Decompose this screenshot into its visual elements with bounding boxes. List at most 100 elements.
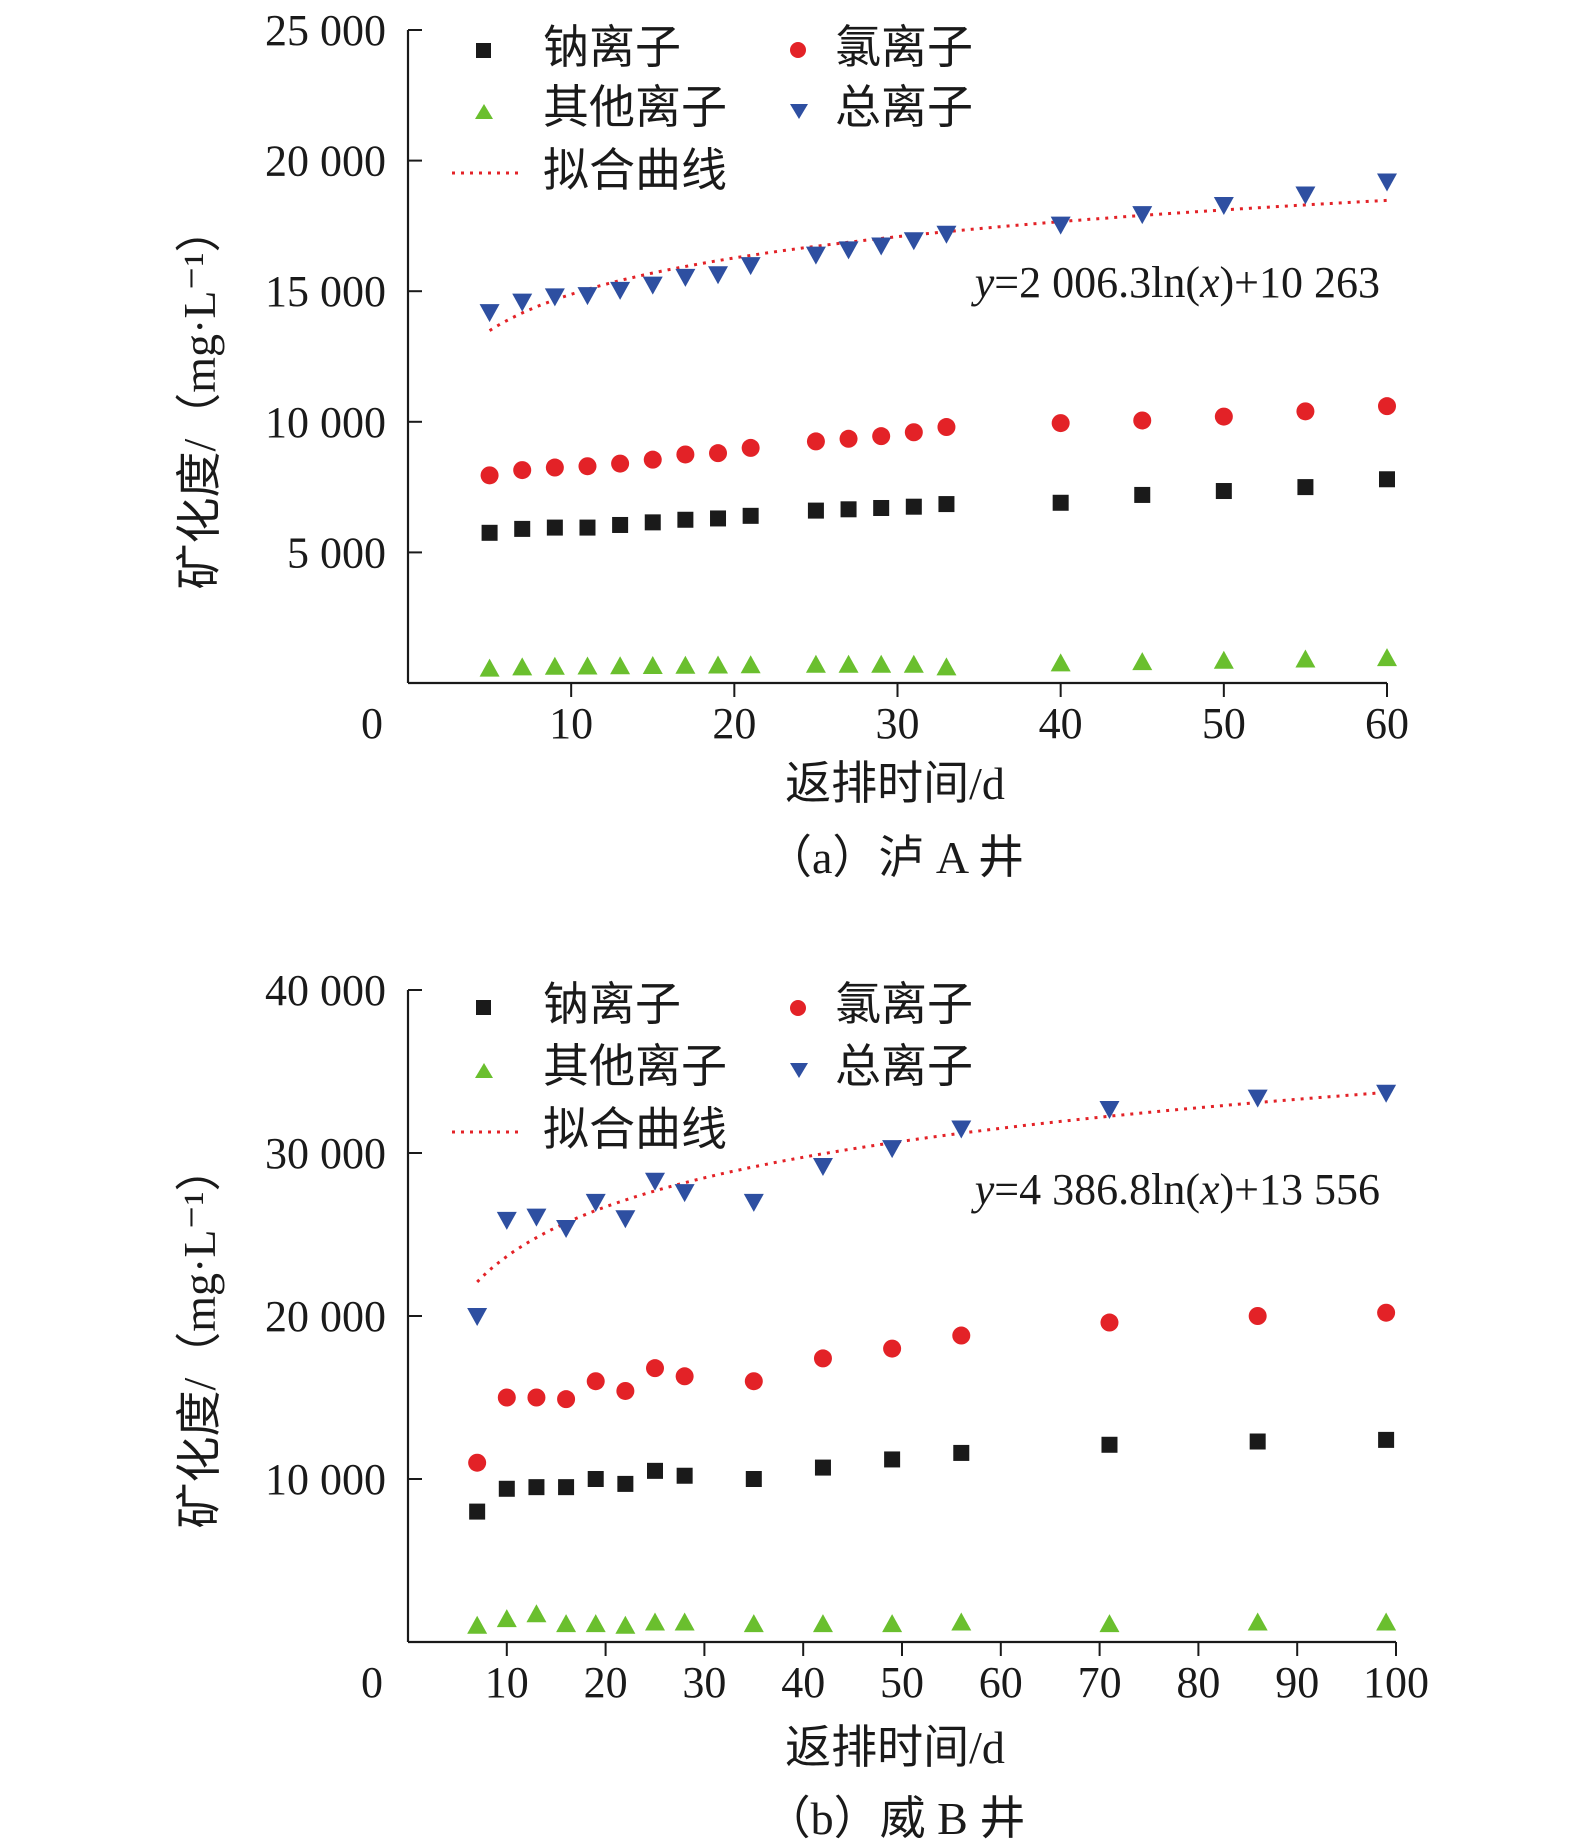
panel-b-point-cl	[883, 1339, 902, 1358]
legend-total-marker	[790, 1063, 808, 1078]
panel-b-point-other	[556, 1614, 577, 1633]
panel-a-point-cl	[937, 418, 956, 437]
panel-a-point-total	[642, 276, 663, 295]
panel-a-point-cl	[741, 438, 760, 457]
panel-b-point-cl	[468, 1453, 487, 1472]
panel-b-point-na	[814, 1459, 831, 1476]
panel-a-point-cl	[1133, 411, 1152, 430]
panel-a-point-other	[577, 656, 598, 675]
panel-a-point-cl	[513, 461, 532, 480]
panel-a-point-na	[905, 498, 922, 515]
panel-b-x-tick-label: 40	[781, 1658, 825, 1707]
panel-a-point-other	[512, 657, 533, 676]
panel-b-point-total	[645, 1172, 665, 1191]
panel-a-point-na	[840, 501, 857, 518]
panel-a-x-tick-label: 0	[361, 699, 383, 748]
panel-a-y-tick-label: 15 000	[265, 267, 386, 316]
panel-b-point-total	[674, 1184, 695, 1203]
panel-a-point-total	[675, 268, 696, 287]
panel-a-point-other	[1132, 652, 1153, 671]
panel-b-point-total	[1247, 1089, 1268, 1108]
panel-a-point-total	[805, 246, 826, 265]
panel-a-equation: y=2 006.3ln(x)+10 263	[971, 258, 1380, 307]
panel-b-point-total	[812, 1158, 833, 1177]
panel-a-point-na	[807, 502, 824, 519]
panel-b-y-tick-label: 10 000	[265, 1455, 386, 1504]
panel-a-point-total	[577, 287, 598, 306]
panel-b-point-total	[743, 1193, 764, 1212]
panel-a-point-other	[838, 654, 859, 673]
panel-b-point-total	[1099, 1100, 1120, 1119]
legend-cl-marker	[790, 42, 806, 58]
panel-a-point-other	[936, 657, 957, 676]
panel-b-points	[467, 1084, 1397, 1634]
panel-a-point-na	[579, 519, 596, 536]
panel-a-point-cl	[709, 444, 728, 463]
panel-b-point-other	[585, 1614, 606, 1633]
panel-b-point-cl	[616, 1381, 635, 1400]
panel-b-equation-rest2: )+13 556	[1220, 1165, 1380, 1214]
panel-a-x-tick-label: 20	[712, 699, 756, 748]
panel-b-point-na	[469, 1503, 486, 1520]
panel-a-point-na	[1052, 494, 1069, 511]
panel-b-axes: 0 10 20 30 40 50 60 70 80 90 100 10 000 20 000 30 000…	[265, 966, 1429, 1707]
panel-a-point-total	[544, 288, 565, 307]
panel-b-point-cl	[1100, 1313, 1119, 1332]
panel-b-point-cl	[557, 1390, 576, 1409]
panel-a-point-na	[1134, 486, 1151, 503]
panel-b-x-tick-label: 70	[1078, 1658, 1122, 1707]
panel-b-point-na	[558, 1479, 575, 1496]
panel-a-points	[479, 173, 1397, 677]
panel-b-x-tick-label: 90	[1275, 1658, 1319, 1707]
panel-a-point-cl	[643, 450, 662, 469]
panel-b-point-cl	[497, 1388, 516, 1407]
legend-na-marker	[476, 43, 491, 58]
panel-a-point-other	[610, 656, 631, 675]
panel-a-point-other	[740, 655, 761, 674]
legend-cl-marker	[790, 1000, 806, 1016]
panel-a-point-cl	[872, 427, 891, 446]
legend-total-label: 总离子	[835, 1041, 973, 1092]
panel-b-y-tick-label: 40 000	[265, 966, 386, 1015]
panel-b-point-cl	[586, 1372, 605, 1391]
panel-b-point-other	[882, 1614, 903, 1633]
legend-total-label: 总离子	[835, 82, 973, 133]
panel-a-point-other	[675, 655, 696, 674]
panel-b-point-na	[953, 1444, 970, 1461]
panel-b-point-cl	[646, 1359, 664, 1378]
panel-b-point-na	[498, 1480, 515, 1497]
panel-b-point-na	[647, 1462, 663, 1479]
panel-b-x-tick-label: 10	[485, 1658, 529, 1707]
panel-a-point-na	[481, 524, 498, 541]
panel-a-point-total	[708, 266, 729, 285]
panel-b: 0 10 20 30 40 50 60 70 80 90 100 10 000 20 000 30 000…	[174, 966, 1429, 1844]
panel-a-caption: （a）泸 A 井	[766, 832, 1024, 883]
legend-fit-label: 拟合曲线	[543, 1104, 727, 1155]
panel-b-y-tick-label: 30 000	[265, 1129, 386, 1178]
panel-b-xlabel: 返排时间/d	[785, 1722, 1005, 1773]
panel-a-point-total	[903, 232, 924, 251]
panel-a-point-total	[740, 257, 761, 276]
panel-a-point-other	[1213, 650, 1234, 669]
panel-b-x-tick-label: 0	[361, 1658, 383, 1707]
legend-other-label: 其他离子	[543, 82, 727, 133]
panel-b-point-other	[1376, 1612, 1397, 1631]
panel-b-point-cl	[813, 1349, 832, 1368]
panel-b-point-na	[745, 1471, 762, 1487]
panel-a-point-total	[838, 241, 859, 260]
panel-a-x-tick-label: 50	[1202, 699, 1246, 748]
panel-b-point-other	[645, 1612, 665, 1631]
panel-a-point-other	[642, 656, 663, 675]
panel-a-point-na	[742, 507, 759, 524]
panel-a-x-tick-label: 60	[1365, 699, 1409, 748]
panel-a-x-tick-label: 10	[549, 699, 593, 748]
panel-a-point-cl	[676, 445, 695, 464]
panel-b-point-other	[526, 1604, 547, 1623]
panel-b-ylabel: 矿化度/（mg·L⁻¹）	[174, 1145, 225, 1528]
panel-b-point-na	[1378, 1431, 1395, 1448]
panel-a-point-total	[871, 237, 892, 256]
panel-b-point-cl	[1377, 1303, 1396, 1322]
legend-na-marker	[476, 1000, 491, 1015]
panel-b-point-cl	[1248, 1307, 1267, 1325]
